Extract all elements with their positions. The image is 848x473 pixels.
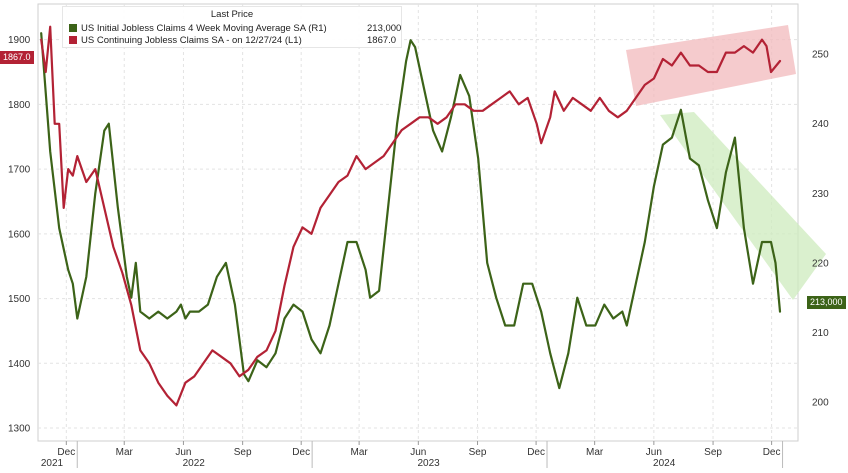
x-tick-label: Sep	[704, 447, 722, 458]
x-tick-label: Jun	[175, 447, 191, 458]
y-right-tick-label: 250	[812, 50, 829, 61]
y-right-tick-label: 230	[812, 189, 829, 200]
x-year-label: 2024	[653, 458, 676, 468]
x-tick-label: Dec	[57, 447, 75, 458]
y-left-tick-label: 1900	[8, 35, 31, 46]
last-value-tag-initial-claims: 213,000	[807, 296, 846, 309]
y-right-tick-label: 240	[812, 119, 829, 130]
legend-label-initial-claims: US Initial Jobless Claims 4 Week Moving …	[81, 22, 306, 34]
y-left-tick-label: 1300	[8, 424, 31, 435]
y-right-tick-label: 220	[812, 258, 829, 269]
axes: 1300 1400 1500 1600 1700 1800 1900 200 210 220 230…	[8, 35, 829, 469]
series-line-continuing-claims	[40, 25, 782, 407]
legend-label-continuing-claims: US Continuing Jobless Claims SA - on 12/…	[81, 34, 283, 46]
x-tick-label: Dec	[527, 447, 545, 458]
legend: Last Price US Initial Jobless Claims 4 W…	[62, 6, 402, 48]
x-year-label: 2021	[41, 458, 64, 468]
legend-entry-continuing-claims: US Continuing Jobless Claims SA - on 12/…	[69, 34, 396, 46]
legend-swatch-continuing-claims	[69, 36, 77, 44]
last-value-tag-continuing-claims: 1867.0	[0, 51, 34, 64]
x-tick-label: Dec	[763, 447, 781, 458]
x-year-label: 2023	[417, 458, 440, 468]
x-tick-label: Sep	[234, 447, 252, 458]
x-tick-label: Mar	[351, 447, 369, 458]
x-tick-label: Jun	[410, 447, 426, 458]
y-right-tick-label: 200	[812, 398, 829, 409]
x-tick-label: Sep	[469, 447, 487, 458]
legend-value-continuing-claims: 1867.0	[367, 34, 397, 46]
x-tick-label: Mar	[586, 447, 604, 458]
y-left-tick-label: 1600	[8, 229, 31, 240]
y-left-tick-label: 1700	[8, 165, 31, 176]
series-lines	[40, 25, 782, 407]
legend-entry-initial-claims: US Initial Jobless Claims 4 Week Moving …	[69, 22, 401, 34]
x-tick-label: Dec	[292, 447, 310, 458]
x-tick-label: Mar	[116, 447, 134, 458]
legend-swatch-initial-claims	[69, 24, 77, 32]
highlight-bands	[626, 25, 826, 300]
y-left-tick-label: 1500	[8, 294, 31, 305]
y-left-tick-label: 1400	[8, 359, 31, 370]
series-line-initial-claims	[40, 32, 782, 390]
legend-title: Last Price	[210, 9, 254, 20]
legend-axis-tag-continuing-claims: (L1)	[284, 34, 302, 46]
highlight-band-initial-claims	[660, 112, 826, 300]
x-year-label: 2022	[183, 458, 206, 468]
legend-value-initial-claims: 213,000	[367, 22, 402, 34]
legend-axis-tag-initial-claims: (R1)	[308, 22, 327, 34]
highlight-band-continuing-claims	[626, 25, 796, 106]
y-right-tick-label: 210	[812, 328, 829, 339]
x-tick-label: Jun	[646, 447, 662, 458]
y-left-tick-label: 1800	[8, 100, 31, 111]
